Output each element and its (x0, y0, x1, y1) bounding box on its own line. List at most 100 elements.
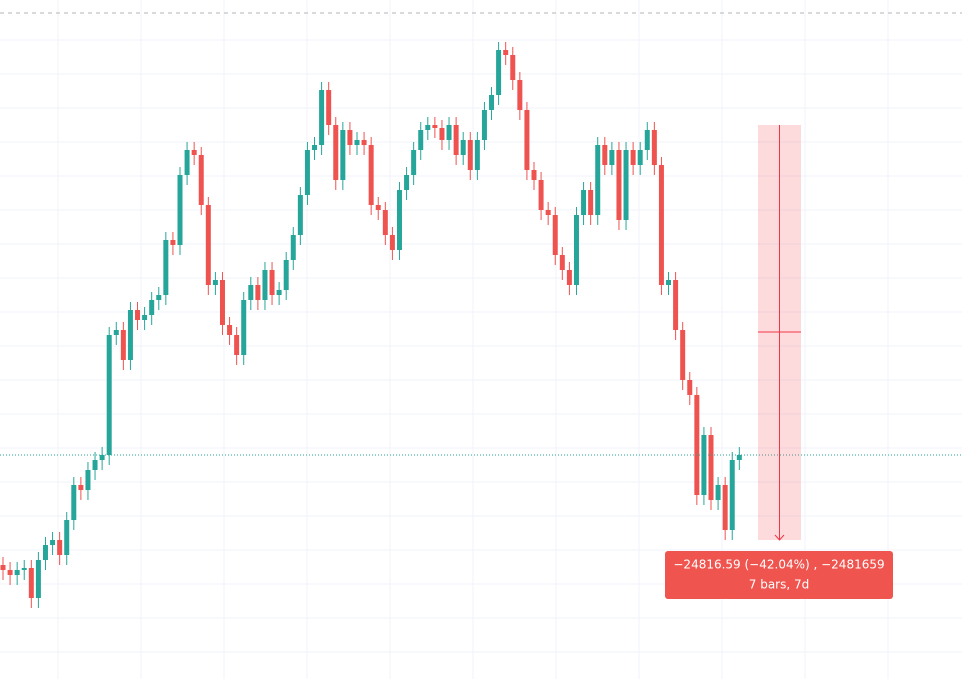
candle-body (276, 290, 282, 295)
candle-body (28, 568, 34, 598)
candle-body (368, 145, 374, 205)
candle-body (163, 240, 169, 295)
candle-body (312, 145, 318, 150)
candle-body (269, 270, 275, 295)
candle-body (7, 570, 13, 575)
candle-body (333, 125, 339, 180)
candle-body (404, 175, 410, 190)
measure-tool: −24816.59 (−42.04%) , −2481659 7 bars, 7… (665, 125, 893, 599)
candle-body (198, 155, 204, 205)
candle-body (170, 240, 176, 245)
candle-body (708, 435, 714, 500)
candle-body (340, 130, 346, 180)
candle-body (481, 110, 487, 140)
measure-bars: 7 bars, 7d (749, 578, 810, 592)
candle-body (581, 190, 587, 215)
candle-body (234, 335, 240, 355)
candle-body (177, 175, 183, 245)
candle-body (85, 470, 91, 490)
candle-body (453, 125, 459, 155)
measure-label: −24816.59 (−42.04%) , −2481659 (673, 558, 884, 572)
candle-body (602, 145, 608, 165)
candle-body (64, 520, 70, 555)
candle-body (262, 270, 268, 300)
candle-body (92, 460, 98, 470)
candle-body (127, 310, 133, 360)
candle-body (680, 330, 686, 380)
candle-body (35, 560, 41, 598)
candle-body (382, 210, 388, 235)
candle-body (0, 565, 6, 570)
measure-label-box (665, 551, 893, 599)
candle-body (78, 485, 84, 490)
candle-body (120, 330, 126, 360)
candle-body (142, 315, 148, 320)
candle-body (297, 195, 303, 235)
candle-body (722, 485, 728, 530)
candle-body (474, 140, 480, 170)
candle-body (432, 125, 438, 128)
candle-body (241, 300, 247, 355)
candle-body (135, 310, 141, 320)
candle-body (361, 140, 367, 145)
candle-body (552, 215, 558, 255)
candle-body (439, 128, 445, 140)
candle-body (694, 395, 700, 495)
candle-body (595, 145, 601, 215)
candle-body (545, 210, 551, 215)
candle-body (290, 235, 296, 260)
candle-body (687, 380, 693, 395)
candle-body (588, 190, 594, 215)
candle-body (396, 190, 402, 250)
candle-body (326, 90, 332, 125)
candle-body (42, 545, 48, 560)
candle-body (658, 165, 664, 285)
candle-body (113, 330, 119, 335)
candle-body (503, 50, 509, 55)
candle-body (673, 280, 679, 330)
candle-body (559, 255, 565, 270)
candle-body (283, 260, 289, 290)
candle-body (460, 140, 466, 155)
candle-body (418, 130, 424, 150)
candle-body (630, 150, 636, 165)
candle-body (227, 325, 233, 335)
candle-body (637, 150, 643, 165)
candles (0, 42, 962, 608)
candle-body (531, 170, 537, 180)
candle-body (510, 55, 516, 80)
candle-body (715, 485, 721, 500)
candle-body (467, 140, 473, 170)
candle-body (255, 285, 261, 300)
candle-body (666, 280, 672, 285)
candle-body (566, 270, 572, 285)
candle-body (736, 455, 742, 460)
candle-body (375, 205, 381, 210)
candle-body (517, 80, 523, 110)
candle-body (248, 285, 254, 300)
candle-body (319, 90, 325, 145)
candle-body (496, 50, 502, 95)
candle-body (389, 235, 395, 250)
candle-body (701, 435, 707, 495)
candle-body (644, 130, 650, 150)
candle-body (623, 150, 629, 220)
measure-arrow-head (774, 534, 785, 541)
candle-body (573, 215, 579, 285)
candle-body (191, 150, 197, 155)
candle-body (156, 295, 162, 300)
candle-body (99, 455, 105, 460)
candle-body (184, 150, 190, 175)
candle-body (219, 280, 225, 325)
candle-body (205, 205, 211, 285)
candle-body (524, 110, 530, 170)
candle-body (106, 335, 112, 455)
candle-body (489, 95, 495, 110)
candle-body (446, 125, 452, 140)
candle-body (304, 150, 310, 195)
candle-body (71, 485, 77, 520)
candle-body (616, 150, 622, 220)
candle-body (538, 180, 544, 210)
